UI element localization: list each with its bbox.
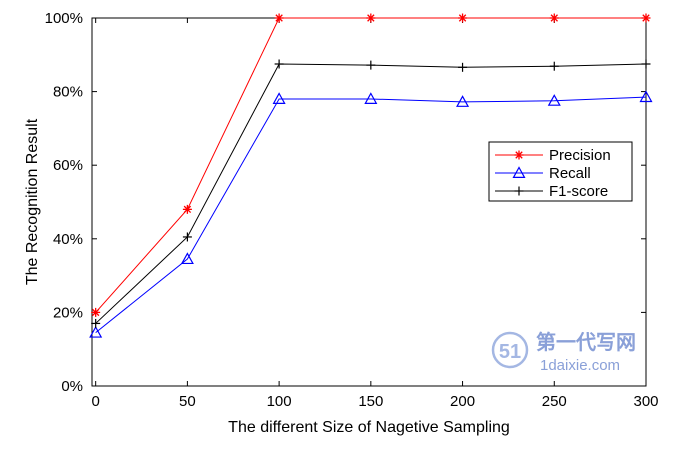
f1-score-point: [91, 318, 101, 328]
x-tick-label: 300: [633, 393, 658, 410]
legend-item-precision: Precision: [495, 147, 611, 164]
y-tick-label: 100%: [45, 10, 83, 27]
legend-label: Recall: [549, 165, 591, 182]
y-tick-label: 0%: [61, 378, 83, 395]
x-tick-label: 0: [91, 393, 99, 410]
svg-text:51: 51: [499, 341, 521, 363]
legend-marker: [512, 166, 526, 178]
f1-score-point: [366, 60, 376, 70]
precision-point: [182, 204, 192, 214]
recall-point: [456, 95, 470, 107]
x-tick-label: 50: [179, 393, 196, 410]
f1-score-point: [549, 61, 559, 71]
watermark: 51 第一代写网 1daixie.com: [491, 330, 636, 374]
x-tick-label: 200: [450, 393, 475, 410]
x-tick-label: 150: [358, 393, 383, 410]
precision-point: [274, 13, 284, 23]
precision-point: [549, 13, 559, 23]
y-tick-label: 20%: [53, 304, 83, 321]
series-precision: [91, 13, 651, 317]
recall-point: [547, 94, 561, 106]
f1-score-point: [182, 232, 192, 242]
precision-point: [641, 13, 651, 23]
legend-marker: [514, 150, 524, 160]
f1-score-point: [274, 59, 284, 69]
recall-line: [95, 96, 647, 334]
y-tick-label: 40%: [53, 231, 83, 248]
recall-point: [639, 90, 653, 103]
x-axis-label: The different Size of Nagetive Sampling: [228, 419, 510, 436]
x-tick-label: 250: [542, 393, 567, 410]
plot-frame: [91, 17, 647, 387]
watermark-logo-icon: 51: [491, 331, 529, 369]
x-tick-label: 100: [267, 393, 292, 410]
y-tick-label: 60%: [53, 157, 83, 174]
series-recall: [89, 90, 653, 338]
precision-point: [91, 307, 101, 317]
watermark-en: 1daixie.com: [540, 357, 620, 374]
legend-label: F1-score: [549, 183, 608, 200]
legend-label: Precision: [549, 147, 611, 164]
recall-point: [89, 325, 103, 338]
f1-score-point: [641, 59, 651, 69]
legend-item-recall: Recall: [495, 165, 591, 182]
legend-item-f1-score: F1-score: [495, 183, 608, 200]
f1-score-point: [458, 62, 468, 72]
watermark-cn: 第一代写网: [536, 330, 636, 354]
precision-point: [366, 13, 376, 23]
series-f1-score: [91, 59, 651, 328]
precision-point: [458, 13, 468, 23]
recall-point: [180, 252, 194, 265]
legend-marker: [514, 186, 524, 196]
recall-point: [364, 92, 378, 104]
y-axis-label: The Recognition Result: [24, 118, 41, 285]
recall-point: [272, 92, 286, 104]
y-tick-label: 80%: [53, 84, 83, 101]
